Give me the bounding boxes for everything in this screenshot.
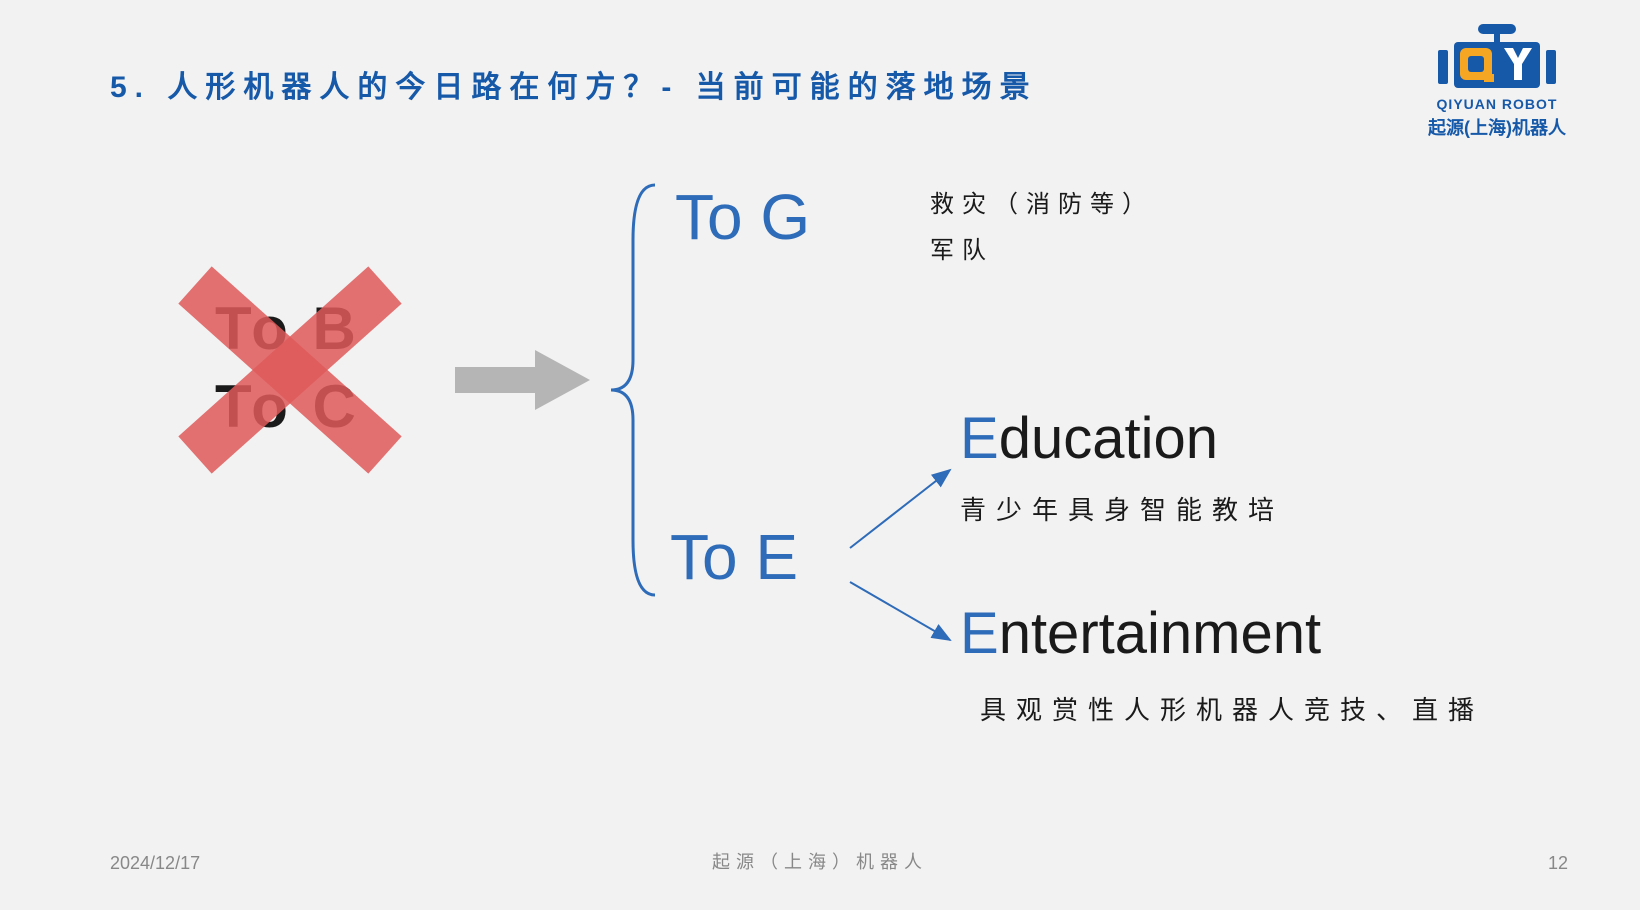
entertainment-rest: ntertainment: [999, 601, 1321, 666]
education-label: Education: [960, 405, 1218, 472]
education-cap: E: [960, 406, 999, 471]
entertainment-sub: 具观赏性人形机器人竞技、直播: [980, 690, 1484, 727]
footer-date: 2024/12/17: [110, 853, 200, 874]
education-sub: 青少年具身智能教培: [960, 490, 1284, 527]
education-rest: ducation: [999, 406, 1218, 471]
footer-center: 起源（上海）机器人: [712, 848, 928, 874]
entertainment-cap: E: [960, 601, 999, 666]
red-cross-icon: [165, 260, 415, 485]
entertainment-label: Entertainment: [960, 600, 1321, 667]
footer-page: 12: [1548, 853, 1568, 874]
